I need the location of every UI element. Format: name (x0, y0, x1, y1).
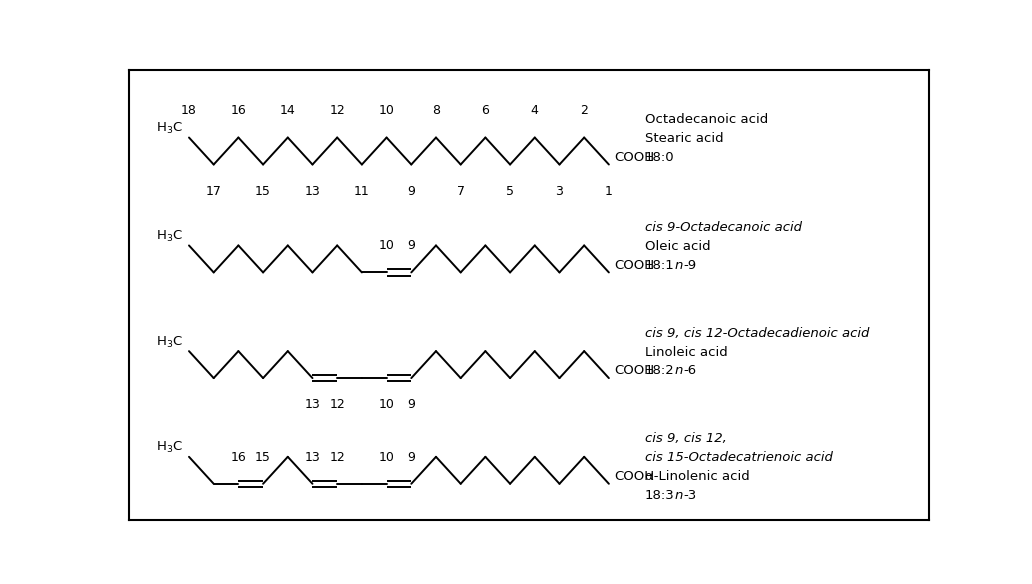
Text: cis 9, cis 12-Octadecadienoic acid: cis 9, cis 12-Octadecadienoic acid (645, 326, 869, 340)
Text: cis 9-Octadecanoic acid: cis 9-Octadecanoic acid (645, 221, 802, 234)
Text: 9: 9 (408, 398, 415, 411)
Text: α-Linolenic acid: α-Linolenic acid (645, 470, 749, 483)
Text: 16: 16 (230, 450, 247, 464)
Text: 10: 10 (379, 239, 394, 252)
Text: cis 15-Octadecatrienoic acid: cis 15-Octadecatrienoic acid (645, 451, 833, 464)
Text: 3: 3 (555, 185, 563, 198)
Text: 2: 2 (580, 105, 588, 117)
Text: 12: 12 (329, 105, 345, 117)
Text: 5: 5 (506, 185, 514, 198)
Text: 14: 14 (280, 105, 295, 117)
Text: Stearic acid: Stearic acid (645, 132, 723, 145)
Text: 11: 11 (354, 185, 369, 198)
Text: -9: -9 (683, 259, 697, 272)
Text: COOH: COOH (614, 470, 654, 483)
Text: 12: 12 (329, 398, 345, 411)
Text: 9: 9 (408, 450, 415, 464)
Text: 13: 13 (304, 450, 320, 464)
Text: Oleic acid: Oleic acid (645, 240, 710, 253)
Text: 18:3: 18:3 (645, 489, 675, 502)
Text: cis 9, cis 12,: cis 9, cis 12, (645, 432, 727, 446)
Text: COOH: COOH (614, 364, 654, 377)
Text: 13: 13 (304, 185, 320, 198)
Text: -6: -6 (683, 364, 697, 377)
Text: COOH: COOH (614, 151, 654, 164)
Text: 18:1: 18:1 (645, 259, 675, 272)
Text: Linoleic acid: Linoleic acid (645, 346, 728, 359)
Text: 10: 10 (379, 398, 394, 411)
Text: Octadecanoic acid: Octadecanoic acid (645, 113, 768, 126)
Text: 6: 6 (482, 105, 489, 117)
Text: COOH: COOH (614, 259, 654, 272)
Text: 17: 17 (205, 185, 222, 198)
Text: 13: 13 (304, 398, 320, 411)
Text: 16: 16 (230, 105, 247, 117)
Text: 9: 9 (408, 185, 415, 198)
Text: -3: -3 (683, 489, 697, 502)
Text: 7: 7 (457, 185, 464, 198)
Text: 15: 15 (255, 450, 271, 464)
Text: 10: 10 (379, 450, 394, 464)
Text: H$_3$C: H$_3$C (157, 335, 184, 350)
Text: 18:0: 18:0 (645, 151, 675, 164)
Text: 8: 8 (432, 105, 440, 117)
Text: 15: 15 (255, 185, 271, 198)
Text: n: n (675, 489, 683, 502)
Text: 12: 12 (329, 450, 345, 464)
Text: 18:2: 18:2 (645, 364, 675, 377)
Text: n: n (675, 364, 683, 377)
Text: H$_3$C: H$_3$C (157, 440, 184, 456)
Text: 9: 9 (408, 239, 415, 252)
Text: H$_3$C: H$_3$C (157, 121, 184, 136)
Text: n: n (675, 259, 683, 272)
Text: 4: 4 (530, 105, 539, 117)
Text: H$_3$C: H$_3$C (157, 229, 184, 244)
Text: 18: 18 (181, 105, 197, 117)
Text: 10: 10 (379, 105, 394, 117)
Text: 1: 1 (605, 185, 613, 198)
